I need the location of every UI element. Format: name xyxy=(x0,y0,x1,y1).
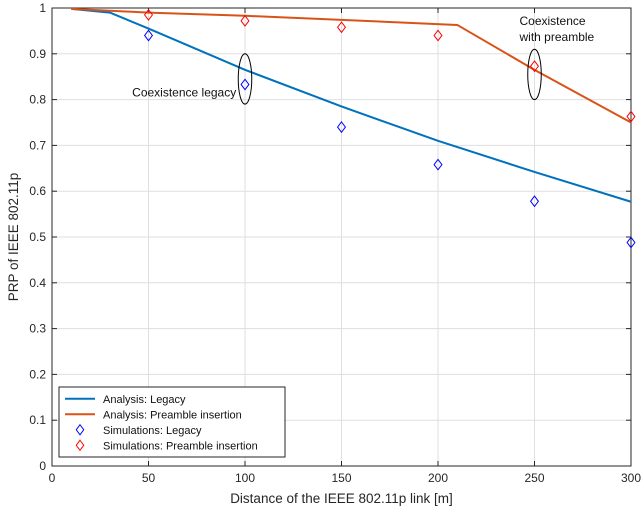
data-point-2 xyxy=(143,29,154,42)
y-tick-label: 0.8 xyxy=(29,93,46,107)
y-tick-label: 1 xyxy=(39,1,46,15)
data-point-3 xyxy=(240,14,250,27)
x-tick-label: 200 xyxy=(428,471,448,485)
data-point-3 xyxy=(433,29,443,42)
y-tick-label: 0.4 xyxy=(29,276,46,290)
annotation-ellipse xyxy=(527,48,542,101)
y-tick-label: 0 xyxy=(39,459,46,473)
data-point-3 xyxy=(143,8,154,21)
axis-ticks: 0 50 100 150 200 250 300 0 0.1 0.2 0.3 0.4 0.5 0.6 0.7… xyxy=(29,1,641,485)
series-group xyxy=(71,7,636,249)
y-tick-label: 0.2 xyxy=(29,367,46,381)
annotation-label: Coexistence xyxy=(520,14,586,28)
series-line-0 xyxy=(71,7,632,203)
annotations: Coexistence legacy Coexistence with preamb… xyxy=(132,14,595,105)
x-tick-label: 300 xyxy=(621,471,641,485)
legend-entry-label: Analysis: Legacy xyxy=(103,394,186,406)
x-tick-label: 250 xyxy=(524,471,544,485)
data-point-2 xyxy=(529,195,540,208)
y-tick-label: 0.1 xyxy=(29,413,46,427)
legend-marker-swatch xyxy=(75,439,85,452)
data-point-2 xyxy=(433,158,443,171)
legend-entry-label: Simulations: Preamble insertion xyxy=(103,440,258,452)
data-point-2 xyxy=(240,78,250,91)
annotation-label: Coexistence legacy xyxy=(132,86,236,100)
data-point-3 xyxy=(529,60,540,73)
y-axis-label: PRP of IEEE 802.11p xyxy=(6,173,21,302)
y-tick-label: 0.5 xyxy=(29,230,46,244)
legend-marker-swatch xyxy=(75,423,85,436)
annotation-label: with preamble xyxy=(519,30,595,44)
x-tick-label: 0 xyxy=(49,471,56,485)
data-point-2 xyxy=(626,236,636,249)
annotation-ellipse xyxy=(237,53,253,105)
data-point-2 xyxy=(336,121,347,134)
data-point-3 xyxy=(336,21,347,34)
legend-entry-label: Simulations: Legacy xyxy=(103,425,202,437)
series-line-1 xyxy=(71,7,632,124)
x-tick-label: 100 xyxy=(235,471,255,485)
x-axis-label: Distance of the IEEE 802.11p link [m] xyxy=(230,491,453,506)
y-tick-label: 0.7 xyxy=(29,138,46,152)
y-tick-label: 0.3 xyxy=(29,322,46,336)
legend-box xyxy=(58,386,286,458)
y-tick-label: 0.6 xyxy=(29,184,46,198)
y-tick-label: 0.9 xyxy=(29,47,46,61)
legend: Analysis: Legacy Analysis: Preamble inser… xyxy=(58,386,286,458)
x-tick-label: 150 xyxy=(331,471,351,485)
x-tick-label: 50 xyxy=(142,471,156,485)
data-point-3 xyxy=(626,110,636,123)
legend-entry-label: Analysis: Preamble insertion xyxy=(103,409,242,421)
